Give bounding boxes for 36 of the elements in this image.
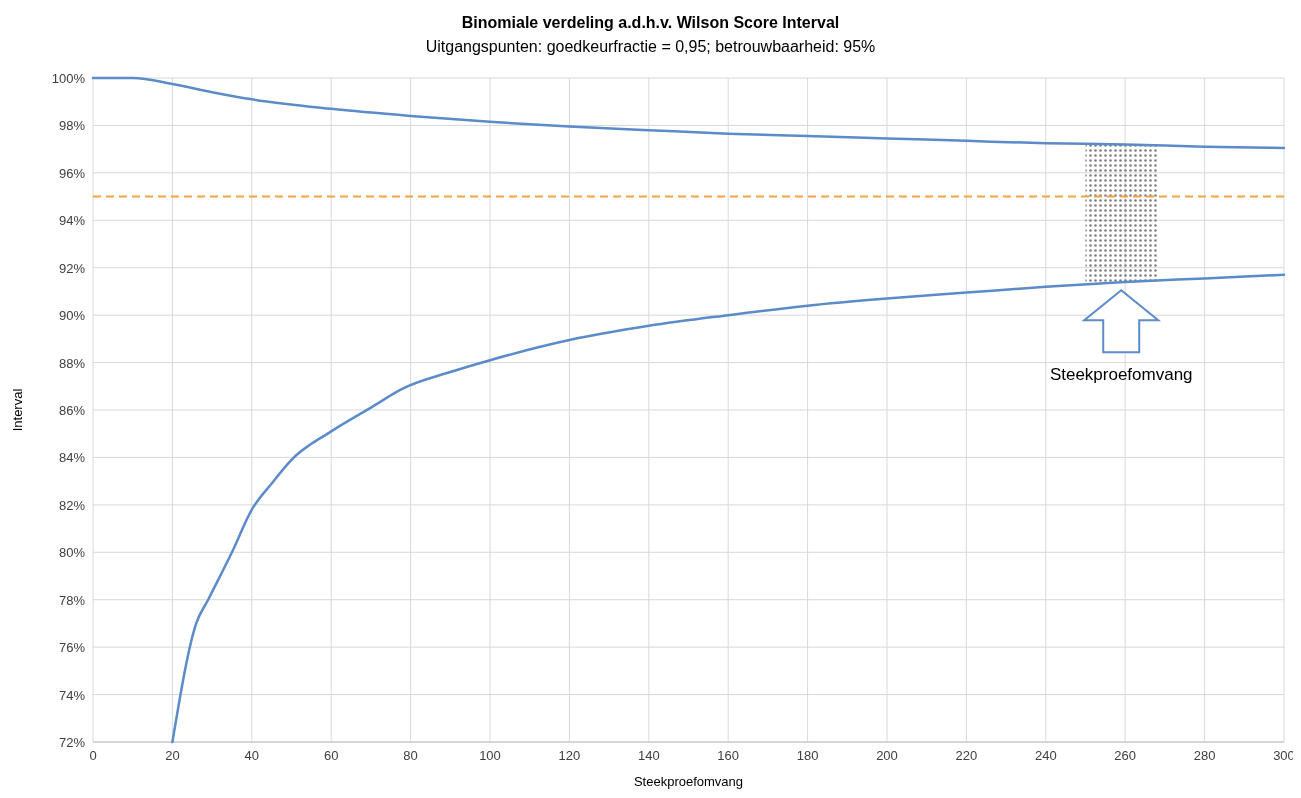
y-tick-label: 80% — [58, 545, 86, 561]
x-tick-label: 160 — [717, 748, 740, 763]
x-tick-label: 40 — [244, 748, 260, 763]
y-tick-label: 76% — [58, 640, 86, 656]
x-tick-label: 20 — [165, 748, 180, 763]
x-tick-label: 280 — [1193, 748, 1216, 763]
x-tick-label: 140 — [637, 748, 660, 763]
y-tick-label: 82% — [58, 497, 86, 513]
y-tick-label: 94% — [58, 213, 86, 229]
y-tick-label: 100% — [51, 71, 86, 86]
x-tick-label: 60 — [323, 748, 339, 763]
y-tick-label: 74% — [58, 687, 86, 703]
y-tick-label: 78% — [58, 592, 86, 608]
chart-subtitle: Uitgangspunten: goedkeurfractie = 0,95; betrouwbaarheid: 95% — [425, 38, 876, 55]
x-tick-label: 100 — [479, 748, 501, 763]
annotation: Steekproefomvang — [1049, 365, 1193, 385]
y-tick-label: 86% — [58, 403, 86, 418]
x-tick-label: 180 — [796, 748, 819, 763]
x-axis-title: Steekproefomvang — [633, 774, 744, 789]
x-tick-label: 240 — [1034, 748, 1057, 763]
y-tick-label: 98% — [58, 118, 86, 134]
y-tick-label: 96% — [58, 165, 86, 181]
x-tick-label: 80 — [403, 748, 418, 763]
x-tick-label: 220 — [955, 748, 978, 763]
y-tick-label: 90% — [58, 308, 86, 324]
chart-title: Binomiale verdeling a.d.h.v. Wilson Score Interval — [461, 14, 840, 31]
y-tick-label: 72% — [58, 735, 86, 750]
y-tick-label: 84% — [58, 450, 86, 466]
x-tick-label: 120 — [558, 748, 581, 763]
x-tick-label: 260 — [1114, 748, 1137, 763]
y-axis-title: Interval — [10, 388, 25, 432]
y-tick-label: 88% — [58, 355, 86, 371]
x-tick-label: 0 — [89, 748, 97, 763]
line-series — [171, 273, 1286, 744]
x-tick-label: 200 — [876, 748, 898, 763]
y-tick-label: 92% — [58, 260, 86, 276]
